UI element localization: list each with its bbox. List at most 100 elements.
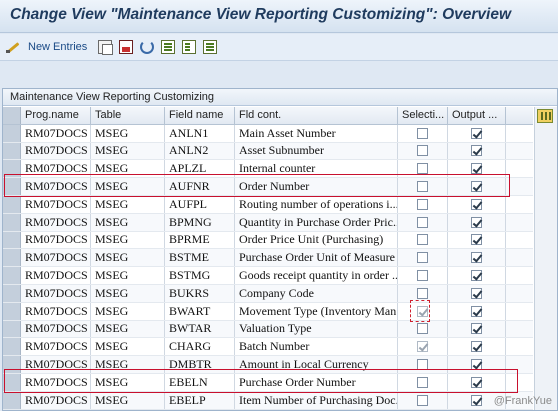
selection-checkbox[interactable] — [417, 145, 428, 157]
output-checkbox[interactable] — [471, 216, 482, 228]
output-checkbox[interactable] — [471, 163, 482, 175]
cell-table: MSEG — [91, 391, 165, 409]
selection-checkbox[interactable] — [417, 127, 428, 139]
column-header-selection[interactable]: Selecti... — [398, 107, 448, 124]
table-row[interactable]: RM07DOCS MSEG ANLN1 Main Asset Number — [3, 124, 533, 143]
selection-checkbox[interactable] — [417, 252, 428, 264]
output-checkbox[interactable] — [471, 145, 482, 157]
column-header-output[interactable]: Output ... — [448, 107, 506, 124]
cell-output — [448, 195, 506, 213]
cell-fld-cont: Company Code — [235, 284, 398, 302]
delete-button[interactable] — [119, 38, 133, 56]
cell-selection — [398, 284, 448, 302]
column-header-prog-name[interactable]: Prog.name — [21, 107, 91, 124]
output-checkbox[interactable] — [471, 252, 482, 264]
selection-checkbox[interactable] — [417, 181, 428, 193]
cell-table: MSEG — [91, 373, 165, 391]
column-header-table[interactable]: Table — [91, 107, 165, 124]
output-checkbox[interactable] — [471, 287, 482, 299]
table-row[interactable]: RM07DOCS MSEG BPMNG Quantity in Purchase Or… — [3, 213, 533, 232]
output-checkbox[interactable] — [471, 198, 482, 210]
row-selector[interactable] — [3, 338, 21, 356]
row-selector[interactable] — [3, 267, 21, 284]
cell-fld-cont: Purchase Order Unit of Measure — [235, 249, 398, 267]
row-selector[interactable] — [3, 284, 21, 302]
output-checkbox[interactable] — [471, 341, 482, 353]
vertical-scrollbar[interactable] — [534, 107, 557, 410]
row-selector[interactable] — [3, 160, 21, 178]
cell-prog-name: RM07DOCS — [21, 213, 91, 231]
table-row[interactable]: RM07DOCS MSEG BSTMG Goods receipt quantity … — [3, 267, 533, 285]
cell-output — [448, 213, 506, 231]
row-selector[interactable] — [3, 213, 21, 231]
new-entries-button[interactable]: New Entries — [6, 38, 87, 56]
table-row[interactable]: RM07DOCS MSEG BPRME Order Price Unit (Purch… — [3, 231, 533, 250]
selection-checkbox[interactable] — [417, 394, 428, 406]
output-checkbox[interactable] — [471, 127, 482, 139]
column-header-fld-cont[interactable]: Fld cont. — [235, 107, 398, 124]
selection-checkbox[interactable] — [417, 287, 428, 299]
copy-button[interactable] — [98, 38, 113, 56]
table-row[interactable]: RM07DOCS MSEG EBELP Item Number of Purchasi… — [3, 391, 533, 410]
output-checkbox[interactable] — [471, 181, 482, 193]
row-selector[interactable] — [3, 178, 21, 195]
output-checkbox[interactable] — [471, 394, 482, 406]
cell-selection — [398, 213, 448, 231]
table-row[interactable]: RM07DOCS MSEG BUKRS Company Code — [3, 284, 533, 303]
selection-checkbox[interactable] — [417, 216, 428, 228]
window-title: Change View "Maintenance View Reporting … — [10, 6, 512, 23]
cell-field-name: ANLN1 — [165, 124, 235, 142]
row-selector[interactable] — [3, 356, 21, 373]
row-selector[interactable] — [3, 391, 21, 409]
selection-checkbox[interactable] — [417, 323, 428, 335]
row-selector[interactable] — [3, 231, 21, 249]
cell-output — [448, 160, 506, 178]
output-checkbox[interactable] — [471, 234, 482, 246]
output-checkbox[interactable] — [471, 376, 482, 388]
table-row[interactable]: RM07DOCS MSEG ANLN2 Asset Subnumber — [3, 142, 533, 161]
table-row[interactable]: RM07DOCS MSEG BWTAR Valuation Type — [3, 320, 533, 339]
select-block-button[interactable] — [182, 38, 196, 56]
table-settings-icon[interactable] — [537, 109, 553, 123]
cell-fld-cont: Main Asset Number — [235, 124, 398, 142]
cell-selection — [398, 160, 448, 178]
output-checkbox[interactable] — [471, 359, 482, 371]
delete-icon — [119, 40, 133, 54]
selection-checkbox[interactable] — [417, 163, 428, 175]
selection-checkbox[interactable] — [417, 234, 428, 246]
row-selector[interactable] — [3, 124, 21, 142]
table-row[interactable]: RM07DOCS MSEG DMBTR Amount in Local Currenc… — [3, 356, 533, 374]
table-row[interactable]: RM07DOCS MSEG EBELN Purchase Order Number — [3, 373, 533, 392]
selection-checkbox[interactable] — [417, 376, 428, 388]
table-row[interactable]: RM07DOCS MSEG BSTME Purchase Order Unit of … — [3, 249, 533, 268]
table-header: Prog.name Table Field name Fld cont. Sel… — [3, 107, 533, 125]
deselect-button[interactable] — [203, 38, 217, 56]
row-selector[interactable] — [3, 373, 21, 391]
selection-checkbox[interactable] — [417, 341, 428, 353]
cell-field-name: BUKRS — [165, 284, 235, 302]
cell-output — [448, 284, 506, 302]
table-row[interactable]: RM07DOCS MSEG APLZL Internal counter — [3, 160, 533, 179]
selection-checkbox[interactable] — [417, 270, 428, 282]
cell-output — [448, 302, 506, 320]
output-checkbox[interactable] — [471, 305, 482, 317]
table-row[interactable]: RM07DOCS MSEG BWART Movement Type (Inventor… — [3, 302, 533, 321]
undo-button[interactable] — [140, 38, 154, 56]
row-selector[interactable] — [3, 195, 21, 213]
table-row[interactable]: RM07DOCS MSEG AUFPL Routing number of opera… — [3, 195, 533, 214]
select-all-rows-header[interactable] — [3, 107, 21, 124]
row-selector[interactable] — [3, 249, 21, 267]
selection-checkbox[interactable] — [417, 359, 428, 371]
selection-checkbox[interactable] — [417, 198, 428, 210]
row-selector[interactable] — [3, 320, 21, 338]
cell-prog-name: RM07DOCS — [21, 356, 91, 373]
selection-checkbox[interactable] — [417, 305, 428, 317]
select-all-button[interactable] — [161, 38, 175, 56]
column-header-field-name[interactable]: Field name — [165, 107, 235, 124]
output-checkbox[interactable] — [471, 323, 482, 335]
table-row[interactable]: RM07DOCS MSEG CHARG Batch Number — [3, 338, 533, 357]
row-selector[interactable] — [3, 142, 21, 160]
table-row[interactable]: RM07DOCS MSEG AUFNR Order Number — [3, 178, 533, 196]
row-selector[interactable] — [3, 302, 21, 320]
output-checkbox[interactable] — [471, 270, 482, 282]
